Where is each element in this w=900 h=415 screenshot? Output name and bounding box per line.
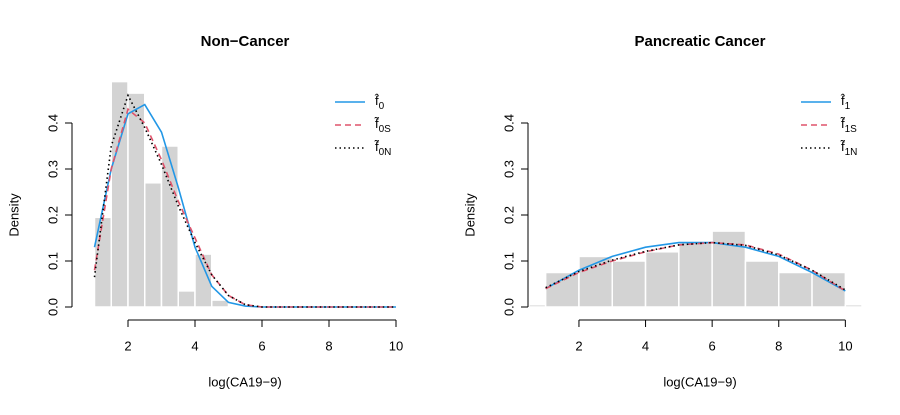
y-tick-label: 0.4 bbox=[501, 114, 516, 132]
x-tick-label: 4 bbox=[191, 338, 198, 353]
histogram-bar bbox=[144, 182, 163, 308]
x-tick-label: 2 bbox=[124, 338, 131, 353]
histogram-bar bbox=[778, 271, 813, 308]
histogram-bar bbox=[110, 80, 129, 308]
y-tick-label: 0.1 bbox=[45, 252, 60, 270]
histogram-bar bbox=[160, 145, 179, 308]
density-line bbox=[545, 241, 846, 292]
x-axis-label: log(CA19−9) bbox=[208, 374, 281, 389]
histogram-bar bbox=[177, 290, 196, 308]
x-tick-label: 2 bbox=[575, 338, 582, 353]
x-tick-label: 4 bbox=[642, 338, 649, 353]
x-tick-label: 8 bbox=[325, 338, 332, 353]
histogram-bar bbox=[544, 271, 580, 308]
histogram-bar bbox=[811, 271, 847, 308]
y-tick-label: 0.2 bbox=[501, 206, 516, 224]
x-tick-label: 10 bbox=[838, 338, 852, 353]
legend-label: f̃1N bbox=[840, 139, 858, 157]
legend-label: f̃1S bbox=[840, 116, 858, 134]
x-tick-label: 8 bbox=[775, 338, 782, 353]
histogram-bar bbox=[578, 255, 614, 308]
histogram-bar bbox=[127, 92, 146, 308]
y-axis-label: Density bbox=[462, 193, 477, 237]
density-line bbox=[545, 241, 846, 292]
y-tick-label: 0.1 bbox=[501, 252, 516, 270]
y-tick-label: 0.0 bbox=[45, 298, 60, 316]
legend-label: f̃0N bbox=[374, 139, 392, 157]
histogram-bar bbox=[744, 260, 780, 308]
chart-title: Non−Cancer bbox=[201, 33, 290, 50]
histogram-bar bbox=[644, 251, 680, 308]
x-axis-label: log(CA19−9) bbox=[663, 374, 736, 389]
legend-label: f̃0S bbox=[374, 116, 392, 134]
legend-label: f̂1 bbox=[840, 93, 851, 111]
x-tick-label: 10 bbox=[389, 338, 403, 353]
density-line bbox=[545, 241, 846, 291]
histogram-bar bbox=[528, 303, 547, 308]
histogram-bar bbox=[844, 303, 863, 308]
x-tick-label: 6 bbox=[709, 338, 716, 353]
y-tick-label: 0.0 bbox=[501, 298, 516, 316]
histogram-bar bbox=[678, 241, 713, 308]
y-tick-label: 0.4 bbox=[45, 114, 60, 132]
y-tick-label: 0.3 bbox=[501, 160, 516, 178]
y-axis-label: Density bbox=[6, 193, 21, 237]
density-line bbox=[93, 93, 396, 308]
chart-title: Pancreatic Cancer bbox=[635, 33, 766, 50]
y-tick-label: 0.2 bbox=[45, 206, 60, 224]
x-tick-label: 6 bbox=[258, 338, 265, 353]
histogram-bar bbox=[211, 299, 230, 308]
y-tick-label: 0.3 bbox=[45, 160, 60, 178]
histogram-bar bbox=[93, 216, 112, 308]
legend-label: f̂0 bbox=[374, 93, 385, 111]
histogram-bar bbox=[611, 260, 647, 308]
